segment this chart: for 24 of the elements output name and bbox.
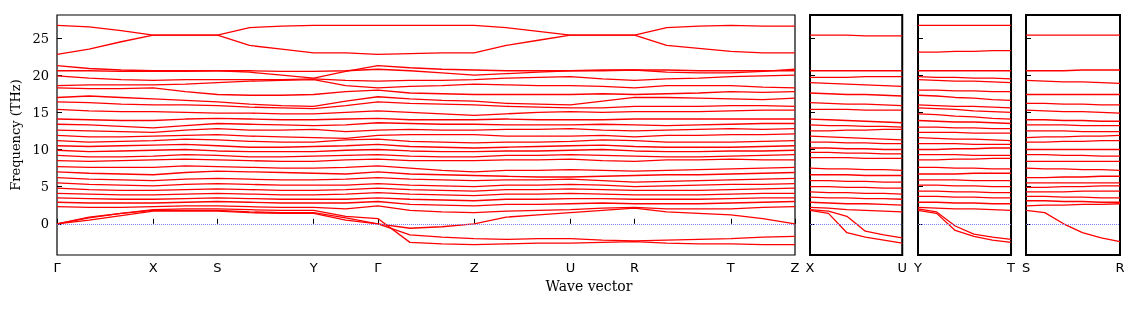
x-tick-label: X [148,260,158,275]
x-tick-label: Z [469,260,479,275]
y-axis-title: Frequency (THz) [7,79,23,191]
x-tick-label: R [1115,260,1125,275]
y-tick-label: 10 [32,141,49,157]
x-tick-label: T [725,260,735,275]
x-tick-label: U [565,260,576,275]
x-axis-title: Wave vector [544,278,634,294]
x-tick-label: Z [790,260,800,275]
x-tick-label: Γ [374,260,383,275]
y-tick-label: 5 [40,179,49,195]
y-tick-label: 25 [32,30,49,46]
x-tick-label: U [897,260,907,275]
y-tick-label: 0 [40,216,49,232]
x-tick-label: R [630,260,640,275]
y-tick-label: 15 [32,104,49,120]
x-tick-label: Y [913,260,923,275]
y-tick-label: 20 [32,67,49,83]
x-tick-label: S [1021,260,1031,275]
x-tick-label: X [805,260,815,275]
x-tick-label: Y [308,260,318,275]
x-tick-label: Γ [53,260,62,275]
x-tick-label: S [213,260,222,275]
x-tick-label: T [1006,260,1016,275]
